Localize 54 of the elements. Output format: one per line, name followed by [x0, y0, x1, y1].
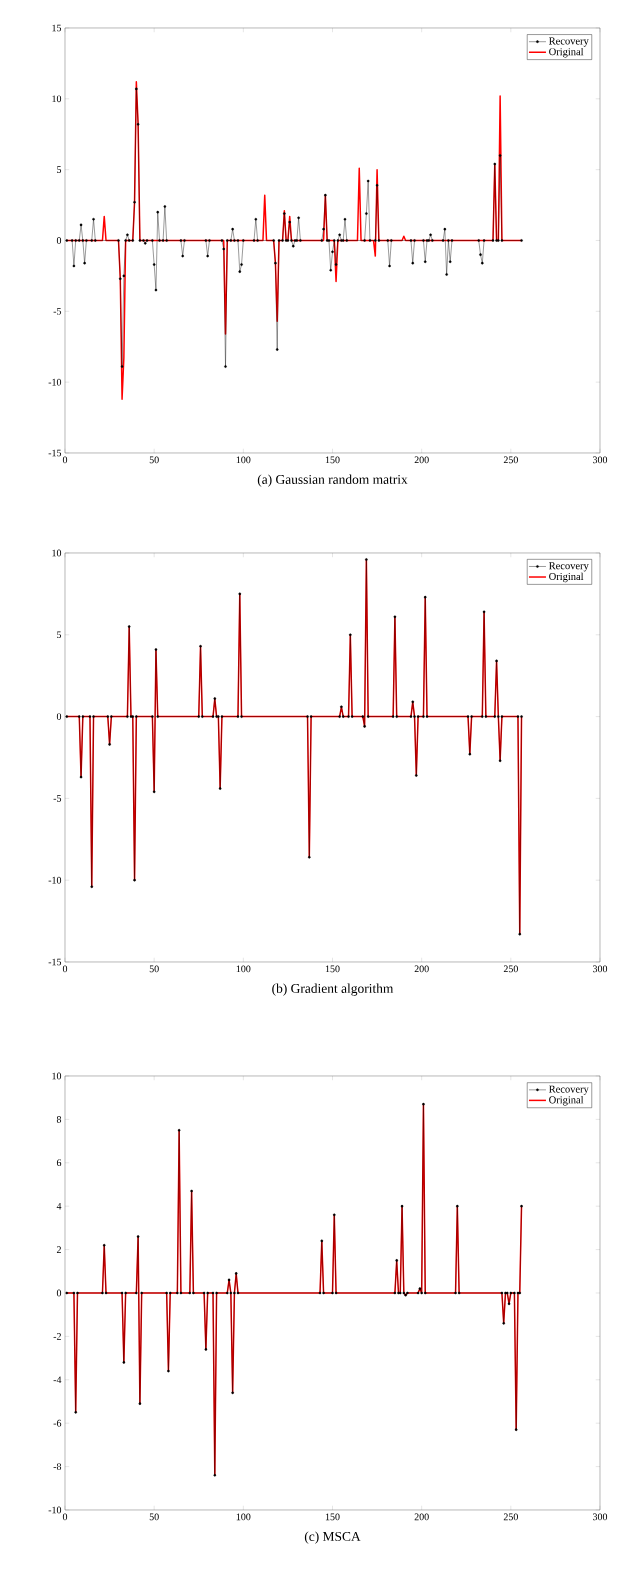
y-tick-label: 15 [52, 24, 62, 32]
legend-label: Recovery [549, 1085, 589, 1095]
legend-label: Original [549, 572, 584, 583]
y-tick-label: -6 [53, 1419, 62, 1427]
x-tick-label: 150 [325, 965, 340, 973]
x-tick-label: 300 [593, 965, 608, 973]
x-tick-label: 100 [236, 1513, 251, 1521]
text: (c) MSCA [304, 1531, 361, 1544]
text: (a) Gaussian random matrix [257, 474, 408, 487]
x-tick-label: 50 [149, 1513, 159, 1521]
y-tick-label: 10 [52, 95, 62, 103]
x-tick-label: 50 [149, 456, 159, 464]
legend-label: Recovery [549, 562, 589, 572]
y-tick-label: -10 [48, 876, 62, 884]
y-tick-label: 4 [56, 1202, 62, 1210]
y-tick-label: 5 [57, 631, 62, 639]
x-tick-label: 150 [325, 1513, 340, 1521]
x-tick-label: 250 [503, 456, 518, 464]
x-tick-label: 200 [414, 965, 429, 973]
y-tick-label: 8 [56, 1116, 62, 1123]
y-tick-label: 2 [56, 1246, 61, 1253]
y-tick-label: -15 [48, 449, 62, 457]
x-tick-label: 150 [325, 456, 340, 464]
y-tick-label: -2 [53, 1333, 61, 1340]
y-tick-label: -4 [53, 1376, 62, 1384]
x-tick-label: 0 [62, 456, 68, 464]
legend-label: Original [549, 1096, 584, 1106]
y-tick-label: -5 [53, 795, 62, 802]
x-tick-label: 100 [236, 965, 251, 973]
y-tick-label: 10 [52, 549, 62, 557]
y-tick-label: -15 [48, 958, 62, 966]
y-tick-label: 6 [56, 1159, 62, 1167]
text: (b) Gradient algorithm [272, 983, 394, 996]
x-tick-label: 0 [62, 1513, 68, 1521]
legend-label: Original [549, 47, 584, 58]
x-tick-label: 0 [62, 965, 68, 973]
y-tick-label: -10 [48, 1506, 62, 1514]
y-tick-label: 0 [56, 237, 62, 244]
x-tick-label: 300 [593, 456, 608, 464]
y-tick-label: 0 [56, 713, 62, 720]
y-tick-label: -5 [53, 307, 62, 315]
y-tick-label: 0 [56, 1289, 62, 1297]
y-tick-label: -8 [53, 1463, 62, 1470]
x-tick-label: 50 [149, 965, 159, 973]
x-tick-label: 250 [503, 965, 518, 973]
legend-label: Recovery [549, 37, 589, 47]
x-tick-label: 250 [503, 1513, 518, 1521]
x-tick-label: 200 [414, 1513, 429, 1521]
x-tick-label: 100 [236, 456, 251, 464]
y-tick-label: 5 [57, 166, 62, 173]
x-tick-label: 200 [414, 456, 429, 464]
y-tick-label: 10 [52, 1072, 62, 1080]
y-tick-label: -10 [48, 378, 62, 386]
x-tick-label: 300 [593, 1513, 608, 1521]
